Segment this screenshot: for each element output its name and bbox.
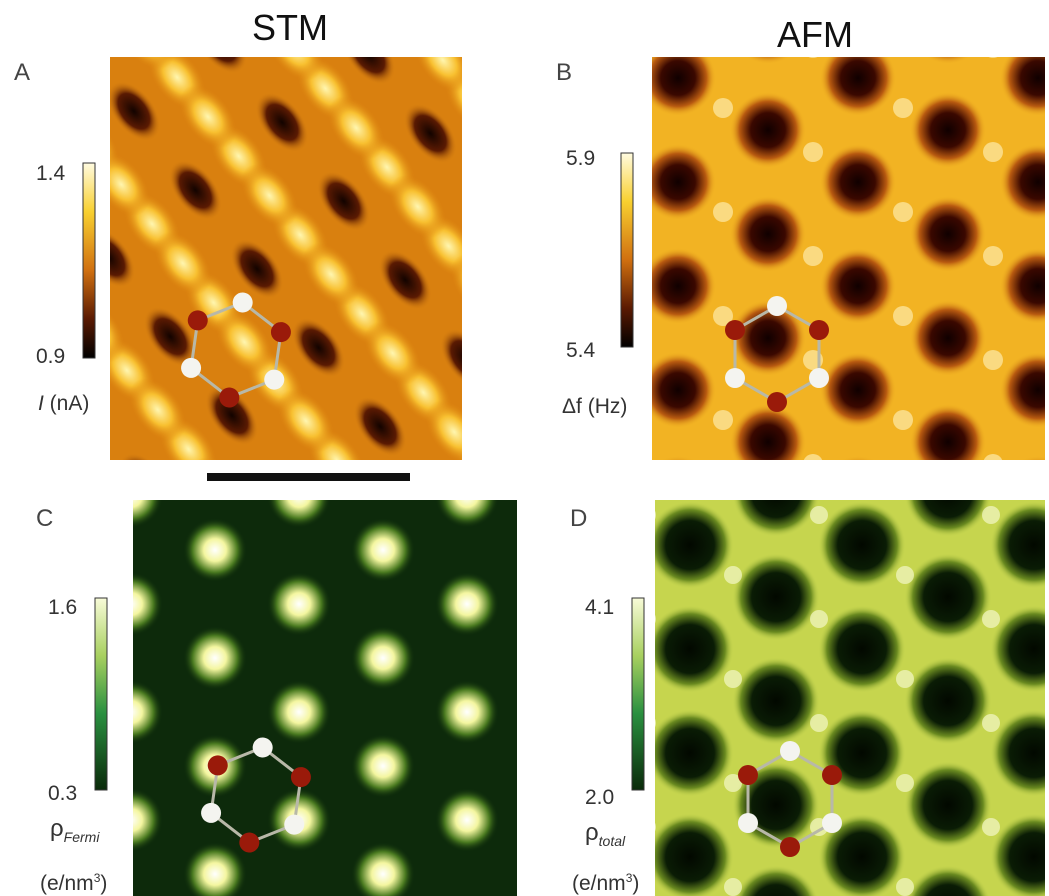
density-image (133, 500, 517, 896)
colorbar-min: 2.0 (585, 786, 614, 809)
column-title: AFM (777, 14, 853, 55)
colorbar-label: Δf (Hz) (562, 395, 627, 418)
colorbar-label: ρtotal (585, 819, 626, 849)
colorbar (95, 598, 107, 790)
colorbar-unit: (e/nm3) (40, 871, 107, 895)
panel-label: A (14, 59, 30, 86)
colorbar-min: 0.9 (36, 345, 65, 368)
column-title: STM (252, 7, 328, 48)
colorbar-min: 5.4 (566, 339, 596, 362)
colorbar (83, 163, 95, 358)
colorbar-max: 1.6 (48, 596, 77, 619)
colorbar-max: 4.1 (585, 596, 614, 619)
colorbar-max: 1.4 (36, 162, 66, 185)
scale-bar (207, 473, 410, 481)
colorbar (621, 153, 633, 347)
colorbar (632, 598, 644, 790)
panel-label: C (36, 505, 53, 532)
density-image (655, 500, 1045, 896)
colorbar-max: 5.9 (566, 147, 595, 170)
colorbar-label: I (nA) (38, 392, 89, 415)
figure: STM AFM A 1.4 0.9 I (nA) B 5.9 5.4 Δf (H… (0, 0, 1049, 896)
stm-image (110, 57, 462, 460)
afm-image (652, 57, 1045, 460)
colorbar-label: ρFermi (50, 815, 100, 845)
colorbar-min: 0.3 (48, 782, 77, 805)
panel-label: D (570, 505, 587, 532)
colorbar-unit: (e/nm3) (572, 871, 639, 895)
panel-label: B (556, 59, 572, 86)
